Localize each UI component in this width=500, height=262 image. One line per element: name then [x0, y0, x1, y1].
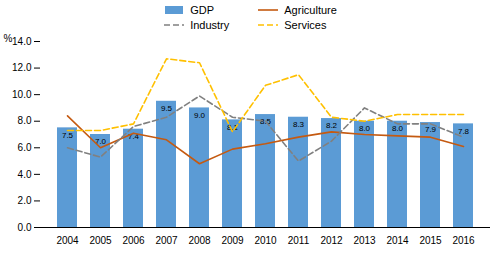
svg-text:2012: 2012 — [320, 235, 343, 246]
svg-text:7.4: 7.4 — [127, 131, 140, 141]
svg-text:2.0: 2.0 — [18, 195, 32, 206]
svg-text:2006: 2006 — [122, 235, 145, 246]
svg-text:8.0: 8.0 — [359, 124, 371, 133]
svg-text:2010: 2010 — [254, 235, 277, 246]
html-text:Industry: Industry — [190, 19, 230, 31]
svg-text:2014: 2014 — [386, 235, 409, 246]
svg-text:14.0: 14.0 — [12, 36, 32, 47]
svg-text:2004: 2004 — [56, 235, 79, 246]
html-text:GDP: GDP — [190, 4, 214, 16]
svg-text:8.1: 8.1 — [226, 122, 239, 132]
svg-text:9.0: 9.0 — [194, 111, 206, 120]
svg-text:8.0: 8.0 — [18, 115, 32, 126]
svg-text:9.5: 9.5 — [161, 104, 173, 113]
svg-text:2007: 2007 — [155, 235, 178, 246]
svg-text:4.0: 4.0 — [18, 169, 32, 180]
svg-text:0.0: 0.0 — [18, 222, 32, 233]
svg-text:6.0: 6.0 — [18, 142, 32, 153]
svg-text:12.0: 12.0 — [12, 62, 32, 73]
svg-text:%: % — [4, 33, 13, 44]
svg-text:8.3: 8.3 — [293, 120, 305, 129]
html-text:Services: Services — [284, 19, 327, 31]
svg-text:10.0: 10.0 — [12, 89, 32, 100]
svg-text:2005: 2005 — [89, 235, 112, 246]
html-text:Agriculture: Agriculture — [284, 4, 337, 16]
svg-text:2011: 2011 — [288, 235, 310, 246]
svg-text:8.5: 8.5 — [259, 117, 272, 127]
svg-text:7.8: 7.8 — [458, 127, 470, 136]
svg-text:2016: 2016 — [452, 235, 475, 246]
svg-text:7.0: 7.0 — [94, 137, 107, 147]
svg-text:2015: 2015 — [419, 235, 442, 246]
svg-text:2008: 2008 — [188, 235, 211, 246]
svg-text:7.9: 7.9 — [425, 125, 437, 134]
svg-text:8.0: 8.0 — [392, 124, 404, 133]
svg-text:2009: 2009 — [221, 235, 244, 246]
svg-text:7.5: 7.5 — [62, 131, 74, 140]
svg-text:2013: 2013 — [353, 235, 376, 246]
svg-text:8.2: 8.2 — [326, 121, 338, 130]
